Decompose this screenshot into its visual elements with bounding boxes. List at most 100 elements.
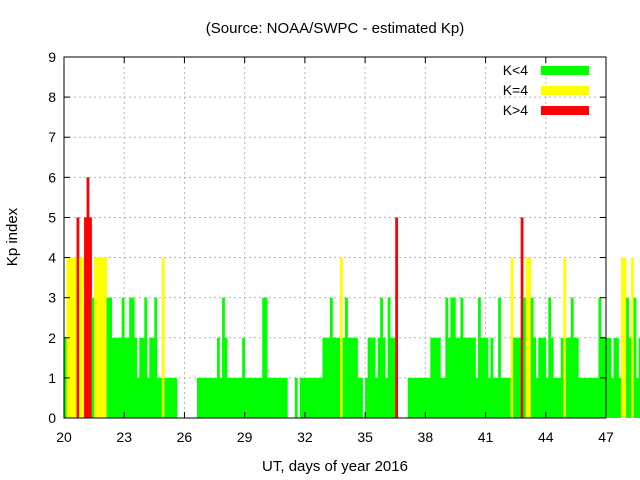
legend-swatch-low bbox=[541, 66, 589, 75]
kp-bar bbox=[282, 377, 286, 418]
kp-bar bbox=[455, 337, 459, 418]
kp-bar bbox=[114, 337, 117, 418]
x-tick-label: 41 bbox=[478, 429, 494, 445]
kp-bar bbox=[510, 257, 514, 418]
kp-bar bbox=[540, 337, 544, 418]
kp-bar bbox=[628, 337, 632, 418]
kp-bar bbox=[578, 377, 582, 418]
x-tick-label: 26 bbox=[177, 429, 193, 445]
kp-bar bbox=[199, 377, 203, 418]
kp-bar bbox=[565, 337, 569, 418]
kp-bar bbox=[332, 337, 336, 418]
kp-bar bbox=[558, 377, 562, 418]
kp-bar bbox=[299, 377, 303, 418]
kp-bar bbox=[515, 337, 519, 418]
kp-bar bbox=[470, 337, 474, 418]
kp-bar bbox=[382, 337, 386, 418]
kp-bar bbox=[111, 337, 115, 418]
legend-label-low: K<4 bbox=[503, 62, 529, 78]
kp-bar bbox=[171, 377, 175, 418]
kp-bar bbox=[538, 337, 542, 418]
x-tick-label: 29 bbox=[237, 429, 253, 445]
kp-bar bbox=[618, 377, 622, 418]
kp-bar bbox=[483, 337, 486, 418]
kp-bar bbox=[217, 337, 220, 418]
kp-bar bbox=[437, 337, 441, 418]
kp-bar bbox=[613, 337, 617, 418]
kp-bar bbox=[121, 297, 125, 418]
kp-bar bbox=[478, 297, 481, 418]
kp-bar bbox=[583, 377, 587, 418]
kp-bar bbox=[89, 217, 92, 418]
kp-bar bbox=[262, 297, 266, 418]
kp-bar bbox=[252, 377, 256, 418]
kp-bar bbox=[164, 377, 168, 418]
kp-bar bbox=[329, 297, 333, 418]
kp-bar bbox=[442, 377, 446, 418]
y-tick-label: 4 bbox=[48, 250, 56, 266]
kp-bar bbox=[595, 377, 599, 418]
kp-bar bbox=[69, 257, 72, 418]
kp-bar bbox=[224, 337, 228, 418]
kp-bar bbox=[412, 377, 416, 418]
kp-bar bbox=[415, 377, 419, 418]
kp-bar bbox=[104, 257, 107, 418]
kp-bar bbox=[450, 297, 454, 418]
kp-bar bbox=[335, 337, 338, 418]
kp-bar bbox=[247, 377, 250, 418]
kp-bar bbox=[209, 377, 213, 418]
kp-bar bbox=[518, 337, 521, 418]
kp-bar bbox=[146, 377, 150, 418]
kp-bar bbox=[274, 377, 278, 418]
kp-bar bbox=[568, 337, 572, 418]
kp-bar bbox=[550, 337, 554, 418]
kp-bar bbox=[86, 177, 90, 418]
y-axis-label: Kp index bbox=[4, 207, 21, 266]
kp-bar bbox=[124, 337, 128, 418]
kp-bar bbox=[377, 337, 381, 418]
kp-bar bbox=[608, 337, 612, 418]
kp-bar bbox=[302, 377, 306, 418]
kp-bar bbox=[272, 377, 276, 418]
kp-bar bbox=[269, 377, 273, 418]
kp-bar bbox=[435, 337, 439, 418]
kp-bar bbox=[365, 377, 368, 418]
kp-bar bbox=[636, 377, 639, 418]
kp-bar bbox=[214, 377, 218, 418]
kp-bar bbox=[427, 377, 431, 418]
x-tick-label: 20 bbox=[56, 429, 72, 445]
kp-bar bbox=[570, 297, 574, 418]
kp-bar bbox=[141, 337, 145, 418]
x-tick-label: 23 bbox=[116, 429, 132, 445]
kp-bar bbox=[385, 377, 388, 418]
x-tick-label: 35 bbox=[357, 429, 373, 445]
kp-bar bbox=[422, 377, 426, 418]
kp-bar bbox=[131, 297, 135, 418]
kp-bar bbox=[159, 377, 163, 418]
kp-bar bbox=[626, 297, 629, 418]
kp-bar bbox=[467, 337, 471, 418]
kp-bar bbox=[493, 377, 496, 418]
kp-bar bbox=[254, 377, 258, 418]
kp-bar bbox=[312, 377, 316, 418]
kp-bar bbox=[109, 297, 112, 418]
y-tick-label: 2 bbox=[48, 330, 56, 346]
kp-bar bbox=[71, 257, 75, 418]
kp-bar bbox=[249, 377, 253, 418]
kp-bar bbox=[447, 337, 451, 418]
kp-bar bbox=[207, 377, 210, 418]
kp-bar bbox=[84, 217, 87, 418]
kp-bar bbox=[76, 217, 80, 418]
kp-bar bbox=[340, 257, 343, 418]
kp-bar bbox=[445, 297, 449, 418]
kp-bar bbox=[480, 337, 484, 418]
plot-frame bbox=[63, 56, 607, 419]
kp-bar bbox=[350, 337, 353, 418]
x-axis-label: UT, days of year 2016 bbox=[262, 458, 408, 475]
kp-bar bbox=[520, 217, 524, 418]
kp-bar bbox=[498, 297, 501, 418]
kp-bar bbox=[616, 337, 619, 418]
kp-bar bbox=[475, 377, 479, 418]
x-tick-label: 44 bbox=[538, 429, 554, 445]
